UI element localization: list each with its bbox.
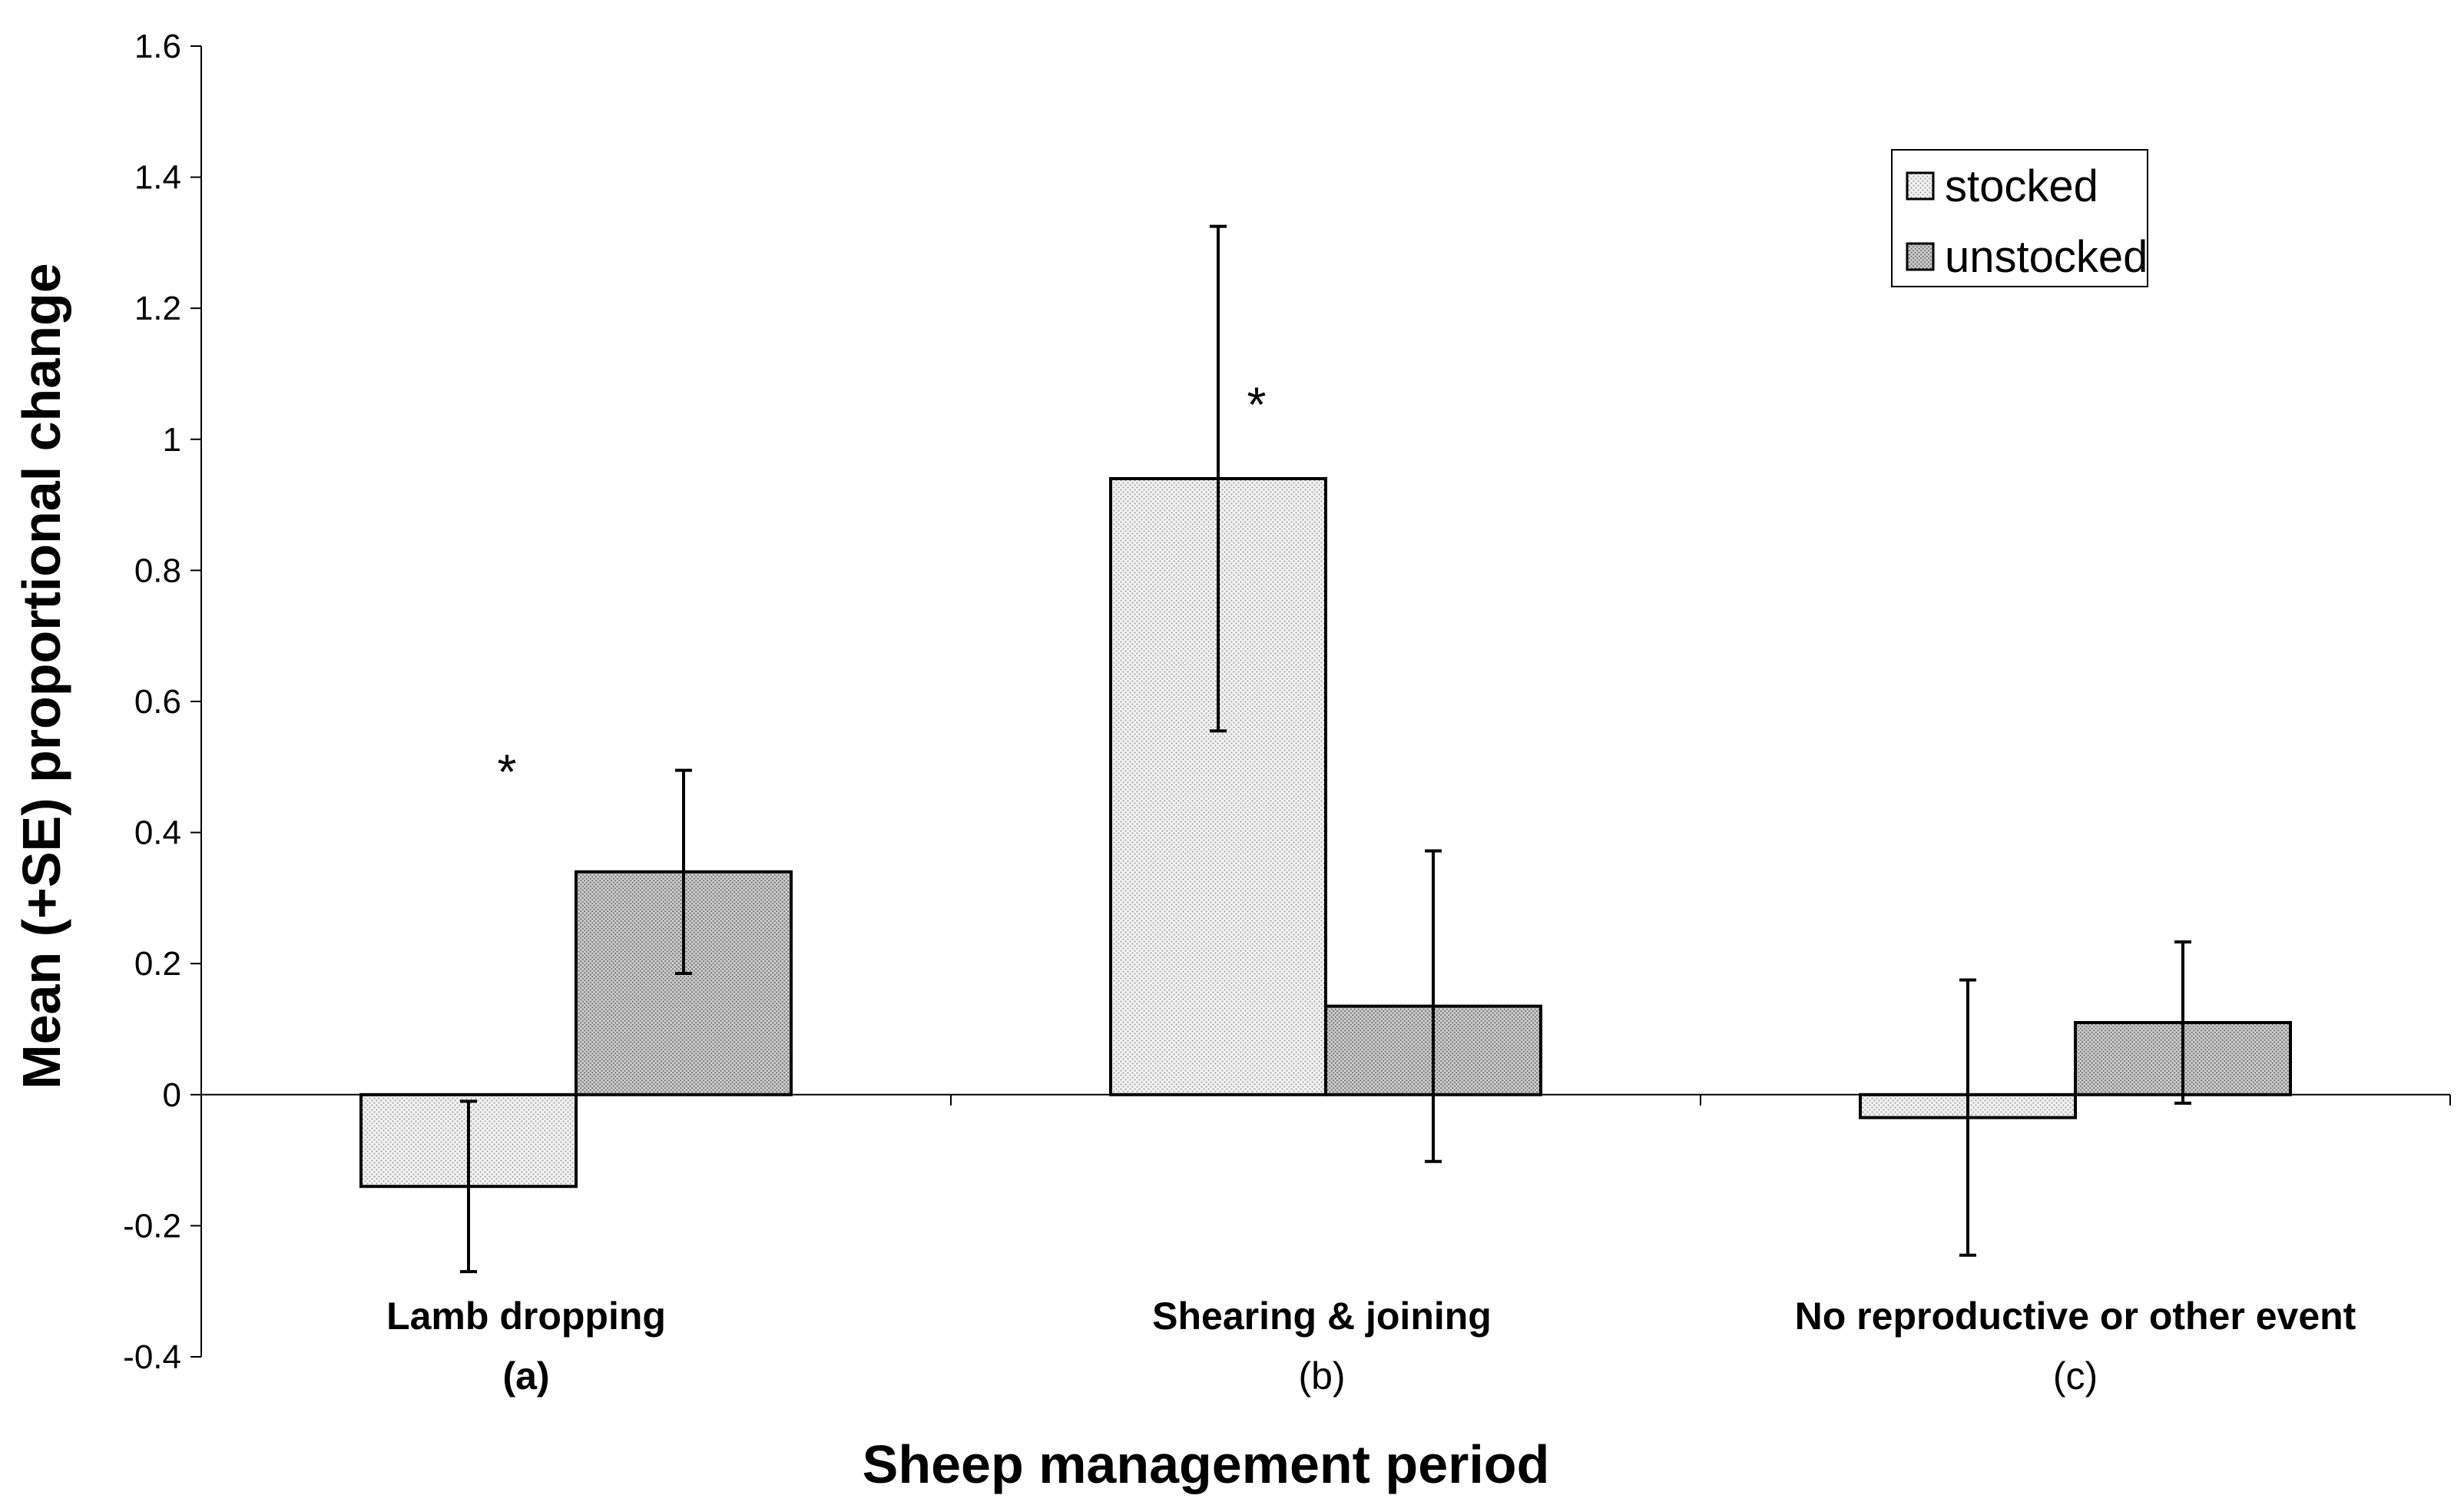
significance-annotations: ** xyxy=(498,377,1267,800)
y-tick-label: 1.4 xyxy=(134,159,181,197)
bar-stocked-1 xyxy=(1109,476,1327,1096)
category-label: Shearing & joining xyxy=(1152,1295,1492,1338)
x-axis-title: Sheep management period xyxy=(863,1434,1550,1494)
y-axis: -0.4 -0.2 0 0.2 0.4 0.6 0.8 1 1.2 1.4 1.6 xyxy=(123,28,202,1376)
error-bars xyxy=(460,224,2191,1274)
y-tick-label: 0.2 xyxy=(134,945,181,983)
category-sub-label: (c) xyxy=(2053,1354,2098,1398)
y-tick-label: 1.2 xyxy=(134,290,181,327)
legend-label-unstocked: unstocked xyxy=(1945,232,2148,282)
y-axis-title: Mean (+SE) proportional change xyxy=(12,263,71,1089)
y-tick-label: 0.4 xyxy=(134,814,181,852)
bars xyxy=(359,476,2292,1189)
y-tick-label: 1.6 xyxy=(134,28,181,65)
legend-label-stocked: stocked xyxy=(1945,161,2098,211)
legend-swatch-stocked xyxy=(1906,171,1935,201)
y-tick-label: 0 xyxy=(163,1076,181,1114)
y-tick-label: 0.6 xyxy=(134,683,181,721)
significance-marker: * xyxy=(1247,377,1267,433)
y-tick-label: 1 xyxy=(163,421,181,459)
category-sub-label: (b) xyxy=(1298,1354,1345,1398)
category-label: Lamb dropping xyxy=(386,1295,666,1338)
y-tick-label: -0.4 xyxy=(123,1338,181,1376)
legend-swatch-unstocked xyxy=(1906,242,1935,271)
category-sub-label: (a) xyxy=(502,1354,549,1398)
category-label: No reproductive or other event xyxy=(1795,1295,2356,1338)
significance-marker: * xyxy=(498,744,517,799)
legend: stocked unstocked xyxy=(1891,149,2148,287)
y-tick-label: -0.2 xyxy=(123,1207,181,1245)
y-tick-label: 0.8 xyxy=(134,552,181,589)
category-labels: Lamb dropping (a) Shearing & joining (b) No … xyxy=(386,1295,2356,1398)
